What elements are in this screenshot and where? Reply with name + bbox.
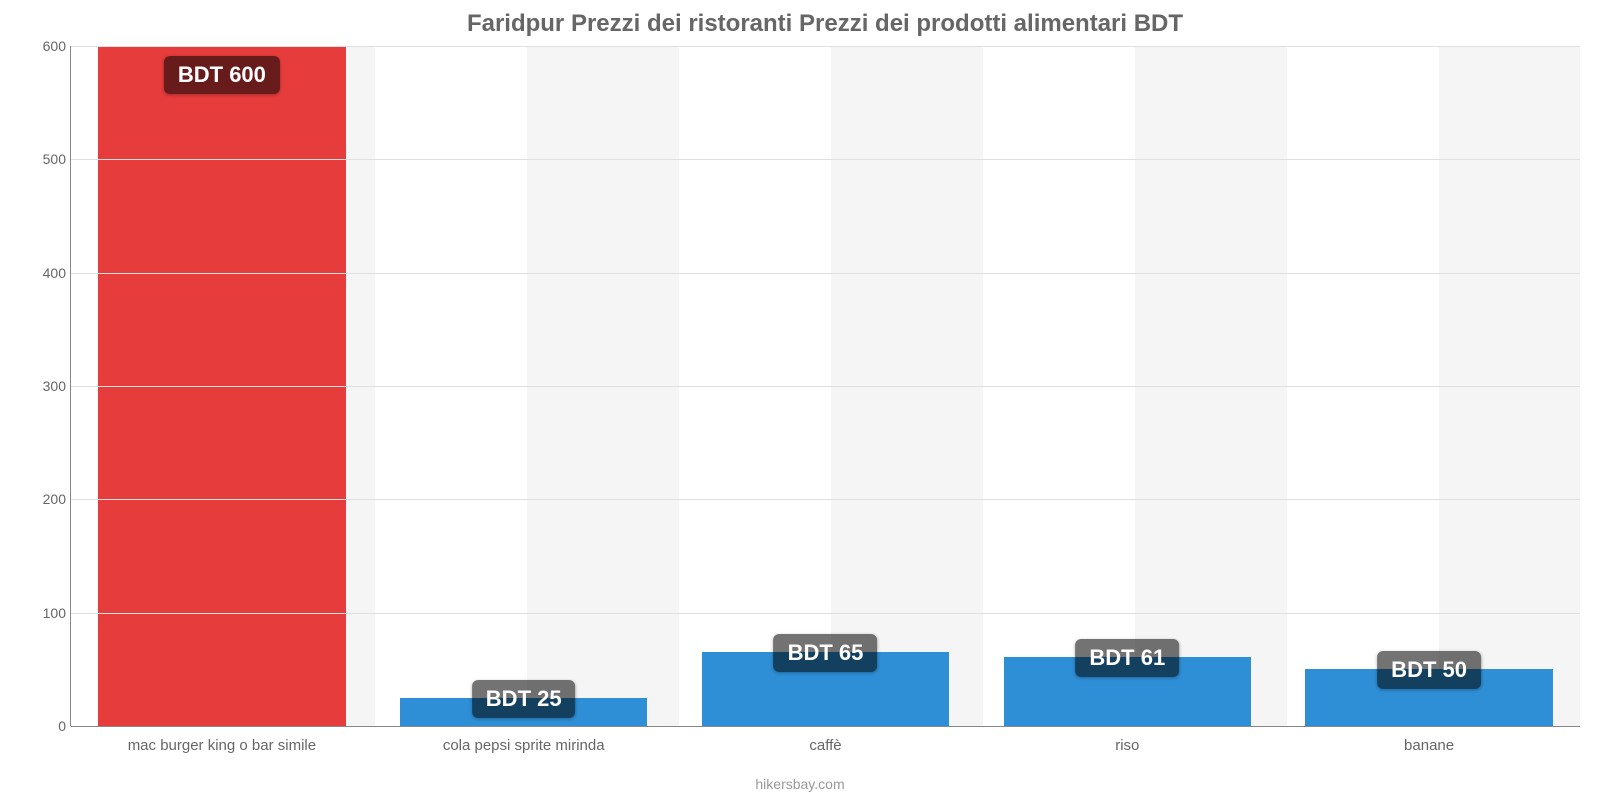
x-axis: mac burger king o bar similecola pepsi s… bbox=[71, 737, 1580, 754]
y-gridline bbox=[71, 159, 1580, 160]
y-gridline bbox=[71, 499, 1580, 500]
y-gridline bbox=[71, 46, 1580, 47]
y-gridline bbox=[71, 273, 1580, 274]
y-tick-label: 200 bbox=[21, 491, 66, 507]
x-category-label: riso bbox=[976, 737, 1278, 754]
y-tick-label: 400 bbox=[21, 265, 66, 281]
bar-value-badge: BDT 600 bbox=[164, 56, 280, 94]
y-tick-label: 500 bbox=[21, 151, 66, 167]
x-category-label: caffè bbox=[675, 737, 977, 754]
bar: BDT 50 bbox=[1305, 669, 1552, 726]
chart-title: Faridpur Prezzi dei ristoranti Prezzi de… bbox=[70, 10, 1580, 38]
y-tick-label: 100 bbox=[21, 605, 66, 621]
bar-value-badge: BDT 50 bbox=[1377, 651, 1481, 689]
bar-value-badge: BDT 61 bbox=[1075, 639, 1179, 677]
plot-area: 0100200300400500600 BDT 600BDT 25BDT 65B… bbox=[70, 46, 1580, 726]
y-tick-label: 0 bbox=[21, 718, 66, 734]
bar: BDT 65 bbox=[702, 652, 949, 726]
chart-source-footer: hikersbay.com bbox=[0, 776, 1600, 792]
y-tick-label: 300 bbox=[21, 378, 66, 394]
price-bar-chart: Faridpur Prezzi dei ristoranti Prezzi de… bbox=[0, 0, 1600, 800]
x-category-label: cola pepsi sprite mirinda bbox=[373, 737, 675, 754]
y-axis: 0100200300400500600 bbox=[21, 46, 66, 726]
y-gridline bbox=[71, 726, 1580, 727]
y-gridline bbox=[71, 613, 1580, 614]
x-category-label: banane bbox=[1278, 737, 1580, 754]
x-category-label: mac burger king o bar simile bbox=[71, 737, 373, 754]
y-gridline bbox=[71, 386, 1580, 387]
bar-value-badge: BDT 65 bbox=[774, 634, 878, 672]
y-tick-label: 600 bbox=[21, 38, 66, 54]
bar: BDT 61 bbox=[1004, 657, 1251, 726]
bar: BDT 25 bbox=[400, 698, 647, 726]
bar-value-badge: BDT 25 bbox=[472, 680, 576, 718]
